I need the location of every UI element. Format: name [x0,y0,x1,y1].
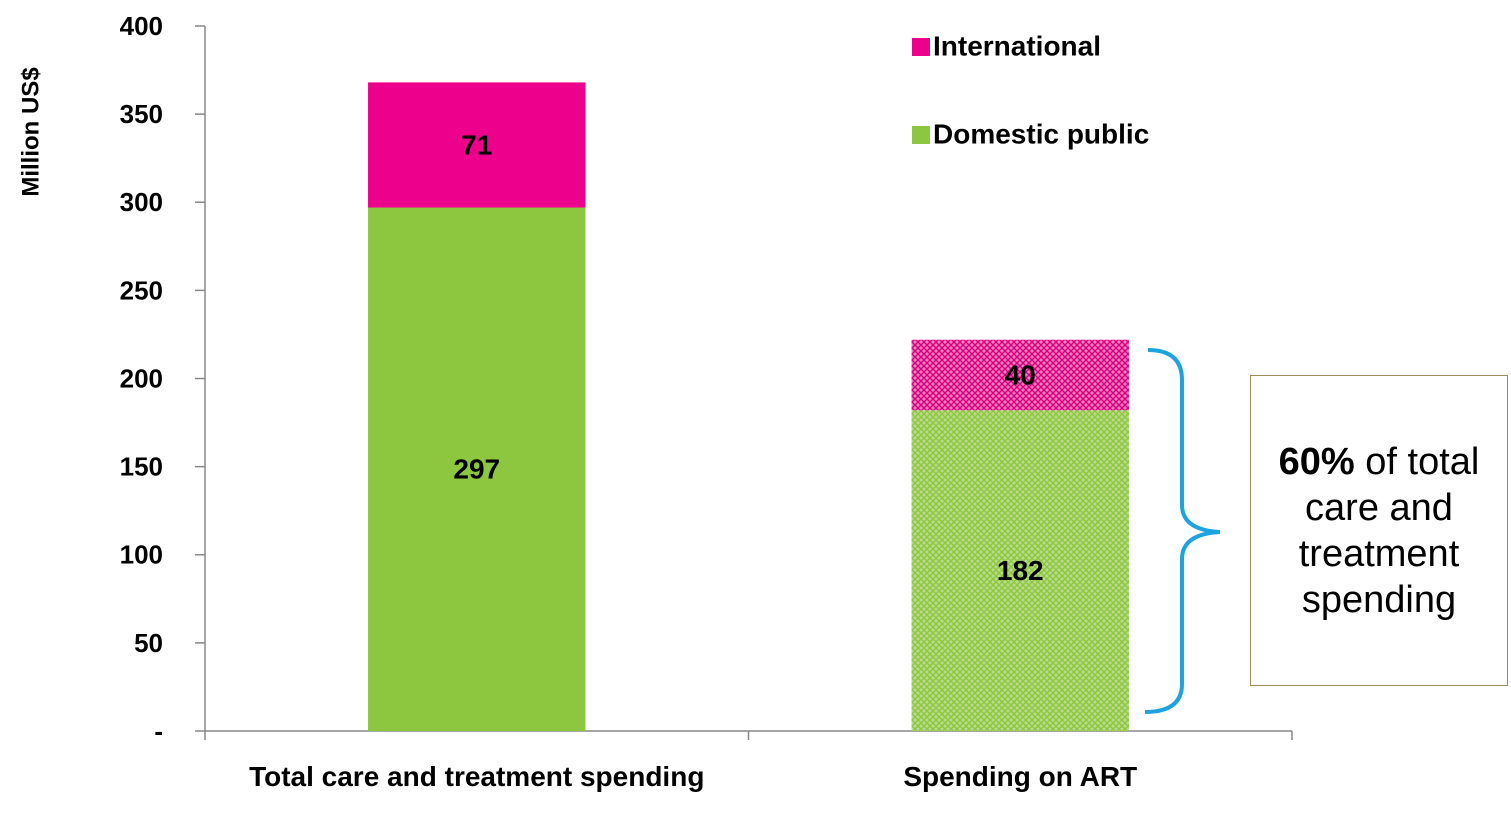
bar-segment [368,82,586,208]
y-tick-label: 300 [120,187,163,217]
annotation-bold: 60% [1278,440,1355,483]
annotation: 60% of total care and treatment spending [1272,439,1487,623]
brace [1144,348,1221,714]
annotation-box: 60% of total care and treatment spending [1250,375,1508,686]
bar-segment [911,339,1129,411]
value-label: 40 [1005,359,1036,390]
legend-swatch [912,126,930,144]
bar-segment [368,207,586,732]
y-tick-label: 200 [120,363,163,393]
y-tick-label: 100 [120,540,163,570]
y-tick-label: 350 [120,99,163,129]
y-tick-label: 50 [134,628,163,658]
y-tick-label: 250 [120,275,163,305]
x-tick-label: Spending on ART [903,761,1138,792]
x-tick-label: Total care and treatment spending [249,761,705,792]
annotation-text: of total care and treatment spending [1298,440,1480,621]
y-tick-label: 400 [120,11,163,41]
bar-segment [911,410,1129,731]
y-tick-label: - [154,716,163,746]
value-label: 182 [997,555,1044,586]
y-axis-label: Million US$ [17,67,44,197]
value-label: 71 [461,129,492,160]
y-tick-label: 150 [120,452,163,482]
legend-label: International [933,30,1101,61]
value-label: 297 [453,454,500,485]
legend-label: Domestic public [933,118,1149,149]
legend-swatch [912,38,930,56]
